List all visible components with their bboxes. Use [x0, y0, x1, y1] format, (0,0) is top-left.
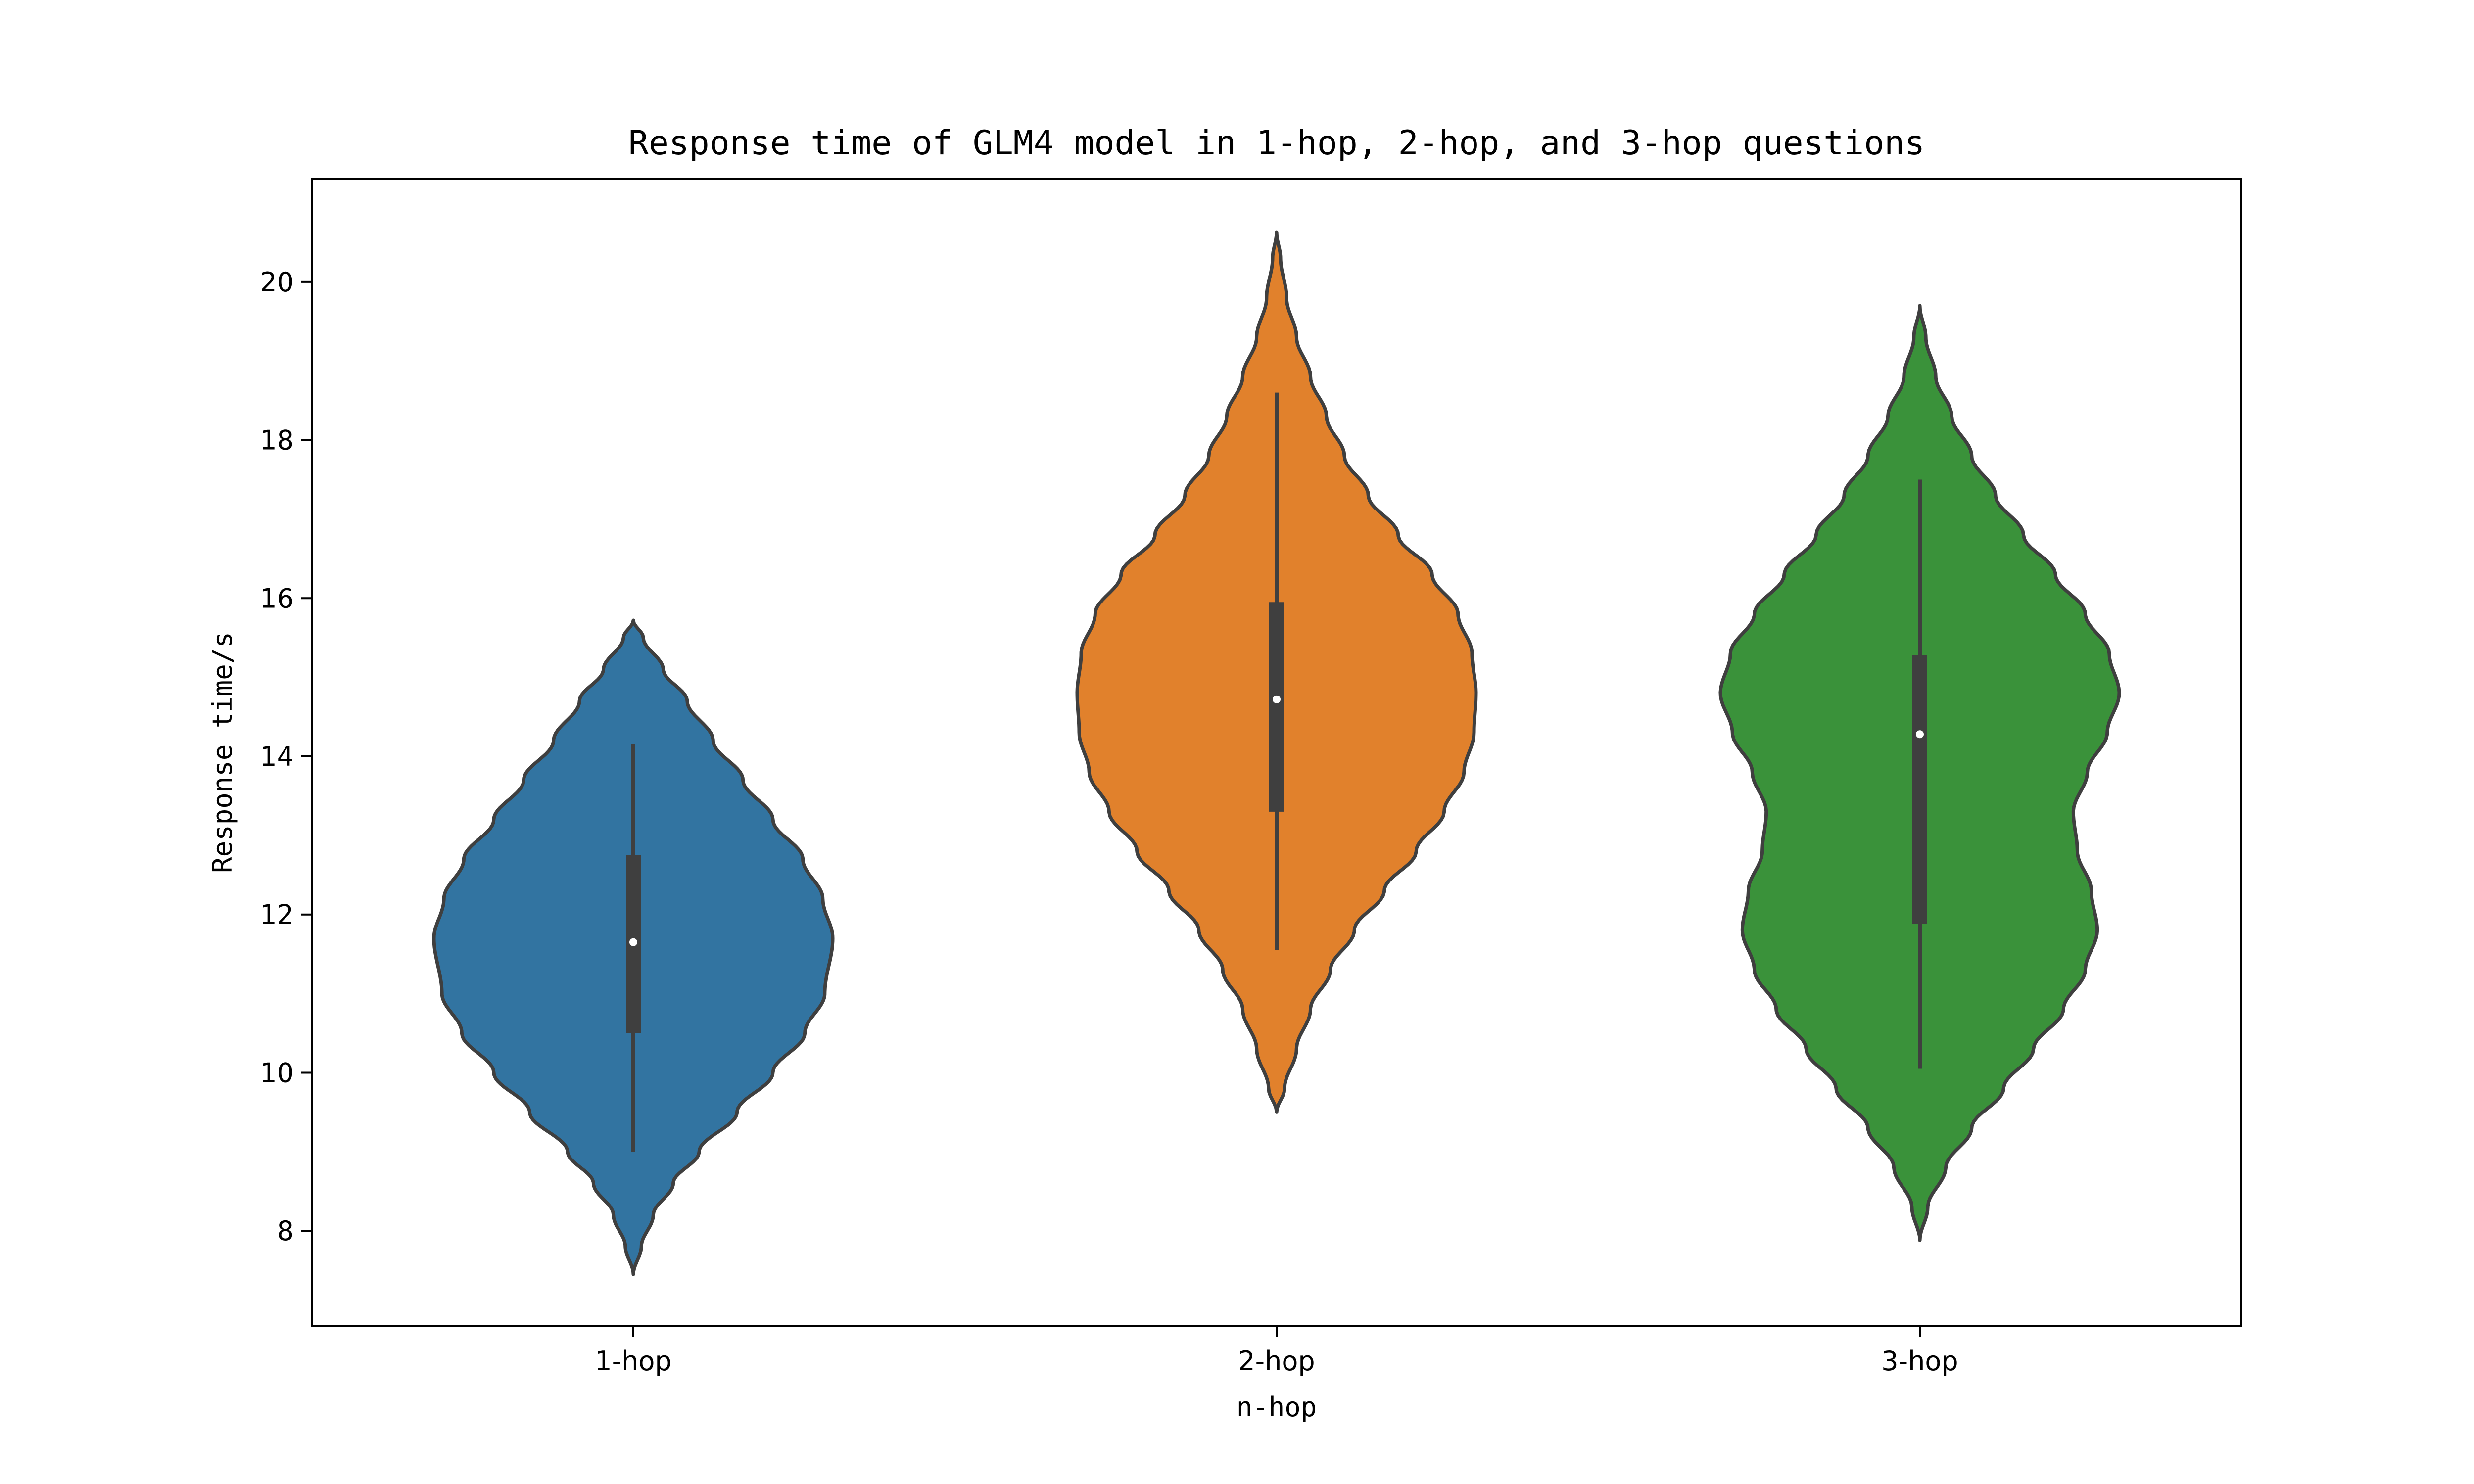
chart-title: Response time of GLM4 model in 1-hop, 2-… — [628, 124, 1925, 163]
y-axis-label: Response time/s — [207, 632, 238, 873]
median-point-3-hop — [1916, 730, 1924, 739]
plot-area-frame — [311, 178, 2242, 1327]
y-tick-label: 10 — [260, 1057, 294, 1088]
x-tick-label: 1-hop — [595, 1345, 671, 1377]
x-axis-label: n-hop — [1237, 1391, 1317, 1423]
iqr-box-2-hop — [1269, 602, 1284, 812]
y-tick-label: 18 — [260, 425, 294, 456]
x-tick-label: 2-hop — [1238, 1345, 1315, 1377]
y-axis-ticks: 8 10 12 14 16 18 20 — [260, 267, 312, 1247]
median-point-2-hop — [1273, 695, 1281, 703]
y-tick-label: 8 — [277, 1215, 294, 1247]
iqr-box-3-hop — [1912, 655, 1927, 924]
x-tick-label: 3-hop — [1881, 1345, 1958, 1377]
y-tick-label: 12 — [260, 899, 294, 930]
y-tick-label: 14 — [260, 741, 294, 772]
x-axis-ticks: 1-hop 2-hop 3-hop — [595, 1326, 1958, 1377]
y-tick-label: 16 — [260, 583, 294, 614]
y-tick-label: 20 — [260, 267, 294, 298]
boxes-layer — [626, 392, 1927, 1152]
median-point-1-hop — [629, 938, 637, 946]
